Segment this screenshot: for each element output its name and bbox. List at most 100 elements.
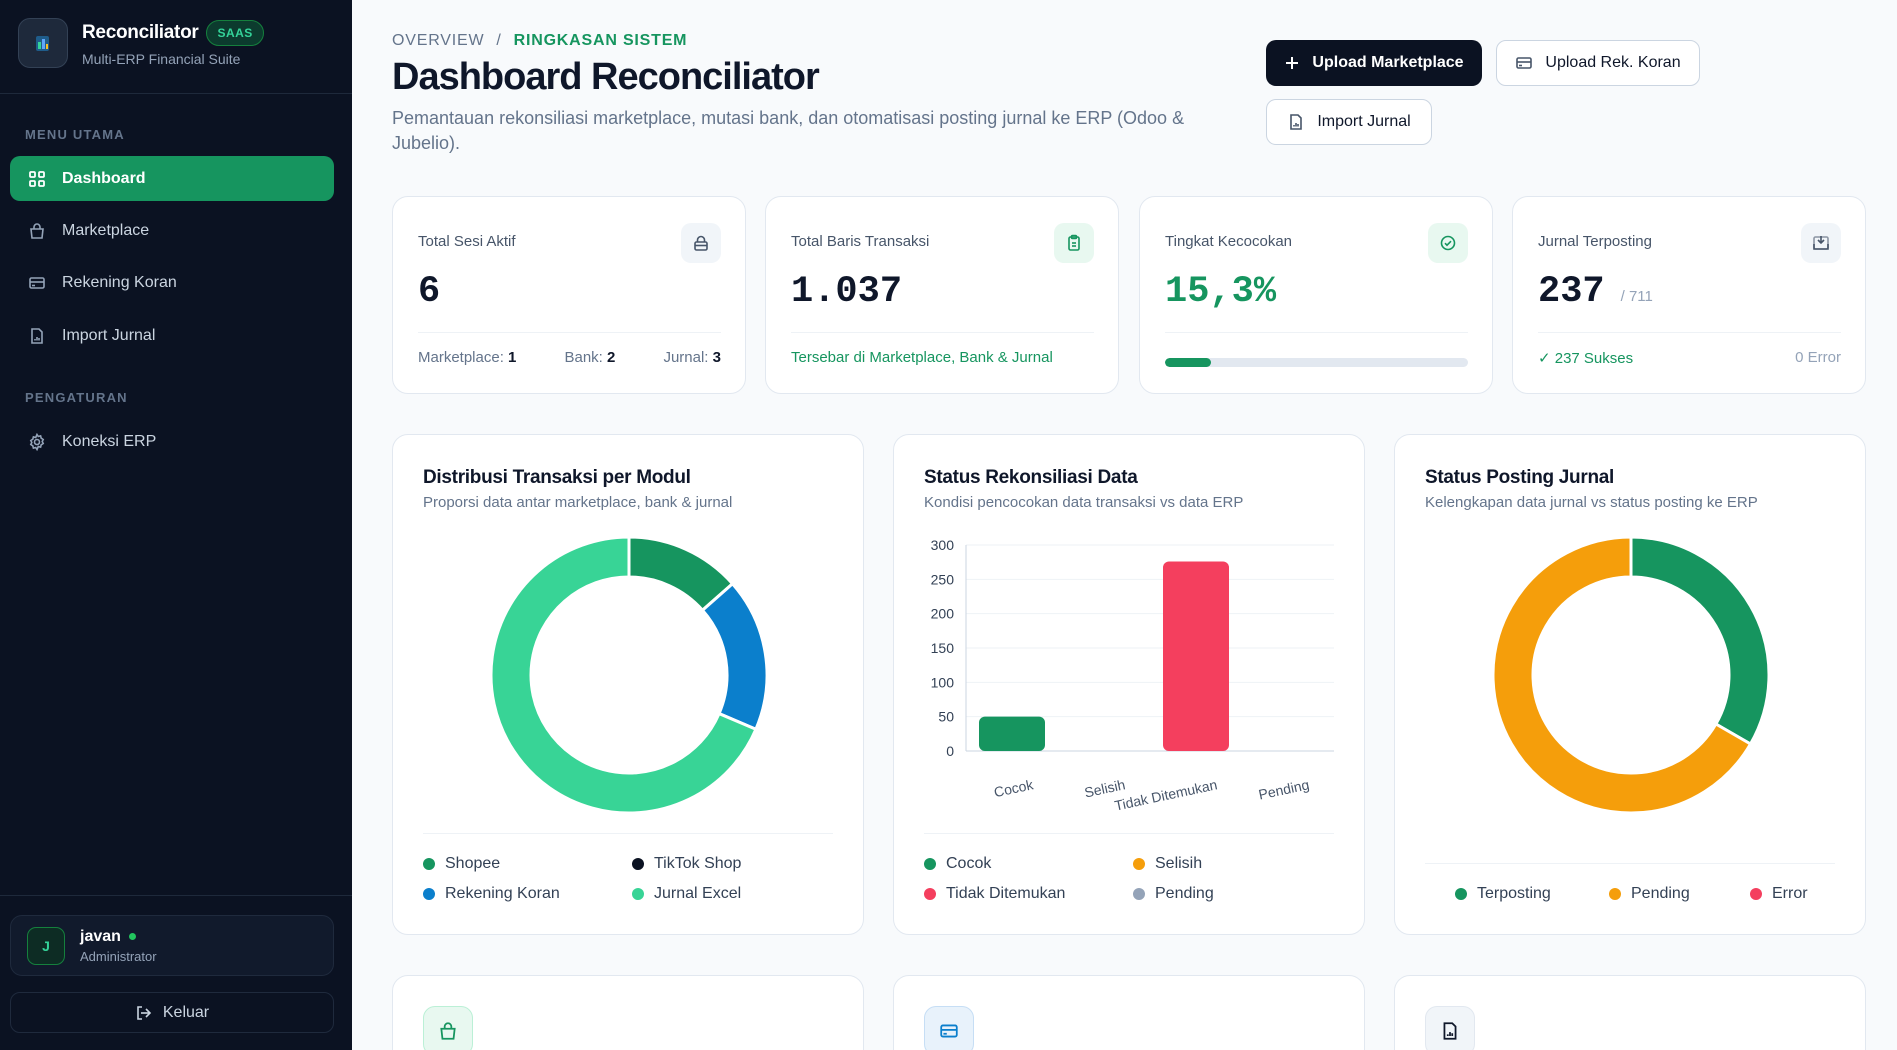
y-tick-label: 0 [946, 743, 954, 759]
sidebar-item-rekening-koran[interactable]: Rekening Koran [10, 260, 334, 305]
breakdown-value: 2 [607, 349, 616, 366]
sidebar-section-settings: PENGATURAN [25, 390, 128, 405]
lock-icon [681, 223, 721, 263]
legend-item-shopee[interactable]: Shopee [423, 855, 500, 873]
chart-title: Status Rekonsiliasi Data [924, 467, 1138, 488]
legend-item-tiktok-shop[interactable]: TikTok Shop [632, 855, 741, 873]
sidebar-item-dashboard[interactable]: Dashboard [10, 156, 334, 201]
chart-subtitle: Kondisi pencocokan data transaksi vs dat… [924, 494, 1244, 511]
shopping-bag-icon [423, 1006, 473, 1050]
divider [423, 833, 833, 834]
brand-name: Reconciliator [82, 21, 199, 43]
file-icon [31, 327, 43, 344]
stat-label: Total Sesi Aktif [418, 233, 516, 250]
sidebar-item-import-jurnal[interactable]: Import Jurnal [10, 313, 334, 358]
module-card-bank[interactable] [893, 975, 1365, 1050]
match-progress-bar [1165, 358, 1468, 367]
legend-color-swatch [1455, 888, 1467, 900]
logout-label: Keluar [162, 1003, 210, 1021]
legend-label: Cocok [946, 855, 992, 872]
brand-subtitle: Multi-ERP Financial Suite [82, 50, 241, 67]
sidebar-section-main: MENU UTAMA [25, 127, 125, 142]
upload-marketplace-button[interactable]: Upload Marketplace [1266, 40, 1482, 86]
stat-foot: Tersebar di Marketplace, Bank & Jurnal [791, 349, 1094, 366]
upload-rek-koran-button[interactable]: Upload Rek. Koran [1496, 40, 1700, 86]
legend-label: Pending [1631, 885, 1690, 902]
breakdown-label: Jurnal: [663, 349, 709, 366]
donut-slice-jurnal-excel[interactable] [489, 535, 758, 815]
legend-item-pending[interactable]: Pending [1609, 885, 1690, 903]
stat-card-sessions: Total Sesi Aktif 6 Marketplace: 1 Bank: … [392, 196, 746, 394]
stat-label: Tingkat Kecocokan [1165, 233, 1293, 250]
sidebar-item-label: Import Jurnal [62, 326, 156, 344]
y-tick-label: 300 [931, 537, 955, 553]
breadcrumb-root[interactable]: OVERVIEW [392, 32, 485, 49]
divider [791, 332, 1094, 333]
sidebar-item-koneksi-erp[interactable]: Koneksi ERP [10, 419, 334, 464]
legend-item-selisih[interactable]: Selisih [1133, 855, 1202, 873]
stat-value: 6 [418, 271, 441, 313]
plus-icon [1286, 57, 1299, 69]
user-role: Administrator [80, 948, 157, 964]
chart-card-distribution: Distribusi Transaksi per Modul Proporsi … [392, 434, 864, 935]
match-progress-fill [1165, 358, 1212, 367]
divider [1425, 863, 1835, 864]
donut-slice-terposting[interactable] [1629, 535, 1771, 747]
stat-foot-text: Tersebar di Marketplace, Bank & Jurnal [791, 349, 1053, 366]
posting-donut-chart [1491, 535, 1771, 815]
legend-item-cocok[interactable]: Cocok [924, 855, 991, 873]
module-card-jurnal[interactable] [1394, 975, 1866, 1050]
file-icon [1425, 1006, 1475, 1050]
import-jurnal-button[interactable]: Import Jurnal [1266, 99, 1432, 145]
upload-rek-koran-label: Upload Rek. Koran [1545, 54, 1681, 71]
legend-item-pending[interactable]: Pending [1133, 885, 1214, 903]
bar-cocok[interactable] [979, 716, 1045, 751]
user-card[interactable]: J javan Administrator [10, 915, 334, 976]
logout-button[interactable]: Keluar [10, 992, 334, 1033]
stat-breakdown: Marketplace: 1 Bank: 2 Jurnal: 3 [418, 349, 721, 366]
page-description: Pemantauan rekonsiliasi marketplace, mut… [392, 108, 1185, 153]
y-tick-label: 150 [931, 640, 955, 656]
chart-subtitle: Proporsi data antar marketplace, bank & … [423, 494, 733, 511]
grid-icon [29, 170, 45, 187]
legend-label: Selisih [1155, 855, 1203, 872]
legend-label: Jurnal Excel [654, 885, 742, 902]
x-tick-label: Pending [1257, 776, 1311, 802]
brand: Reconciliator SAAS Multi-ERP Financial S… [18, 18, 264, 68]
sidebar-item-label: Rekening Koran [62, 273, 177, 291]
breakdown-value: 1 [508, 349, 517, 366]
clipboard-icon [1054, 223, 1094, 263]
upload-marketplace-label: Upload Marketplace [1312, 54, 1464, 71]
legend-color-swatch [423, 858, 435, 870]
chart-title: Status Posting Jurnal [1425, 467, 1615, 488]
bar-tidak-ditemukan[interactable] [1163, 561, 1229, 751]
module-card-marketplace[interactable] [392, 975, 864, 1050]
stat-card-posted: Jurnal Terposting 237 / 711 ✓ 237 Sukses … [1512, 196, 1866, 394]
legend-item-rekening-koran[interactable]: Rekening Koran [423, 885, 560, 903]
chart-card-reconciliation: Status Rekonsiliasi Data Kondisi pencoco… [893, 434, 1365, 935]
shopping-bag-icon [30, 222, 44, 239]
check-circle-icon [1428, 223, 1468, 263]
chart-title: Distribusi Transaksi per Modul [423, 467, 691, 488]
legend-color-swatch [1133, 888, 1145, 900]
legend-color-swatch [1133, 858, 1145, 870]
divider [1165, 332, 1468, 333]
legend-color-swatch [423, 888, 435, 900]
logout-icon [137, 1005, 152, 1020]
legend-item-jurnal-excel[interactable]: Jurnal Excel [632, 885, 741, 903]
stat-label: Jurnal Terposting [1538, 233, 1652, 250]
sidebar-item-marketplace[interactable]: Marketplace [10, 208, 334, 253]
legend-item-error[interactable]: Error [1750, 885, 1808, 903]
credit-card-icon [924, 1006, 974, 1050]
sidebar-item-label: Koneksi ERP [62, 432, 157, 450]
breakdown-label: Marketplace: [418, 349, 504, 366]
legend-item-terposting[interactable]: Terposting [1455, 885, 1551, 903]
y-tick-label: 50 [938, 709, 954, 725]
x-tick-label: Tidak Ditemukan [1113, 776, 1219, 813]
breadcrumb-current: RINGKASAN SISTEM [513, 32, 688, 49]
donut-slice-pending[interactable] [1491, 535, 1753, 815]
legend-color-swatch [1750, 888, 1762, 900]
donut-slice-rekening-koran[interactable] [700, 581, 769, 732]
legend-item-tidak-ditemukan[interactable]: Tidak Ditemukan [924, 885, 1065, 903]
sidebar-item-label: Marketplace [62, 221, 150, 239]
